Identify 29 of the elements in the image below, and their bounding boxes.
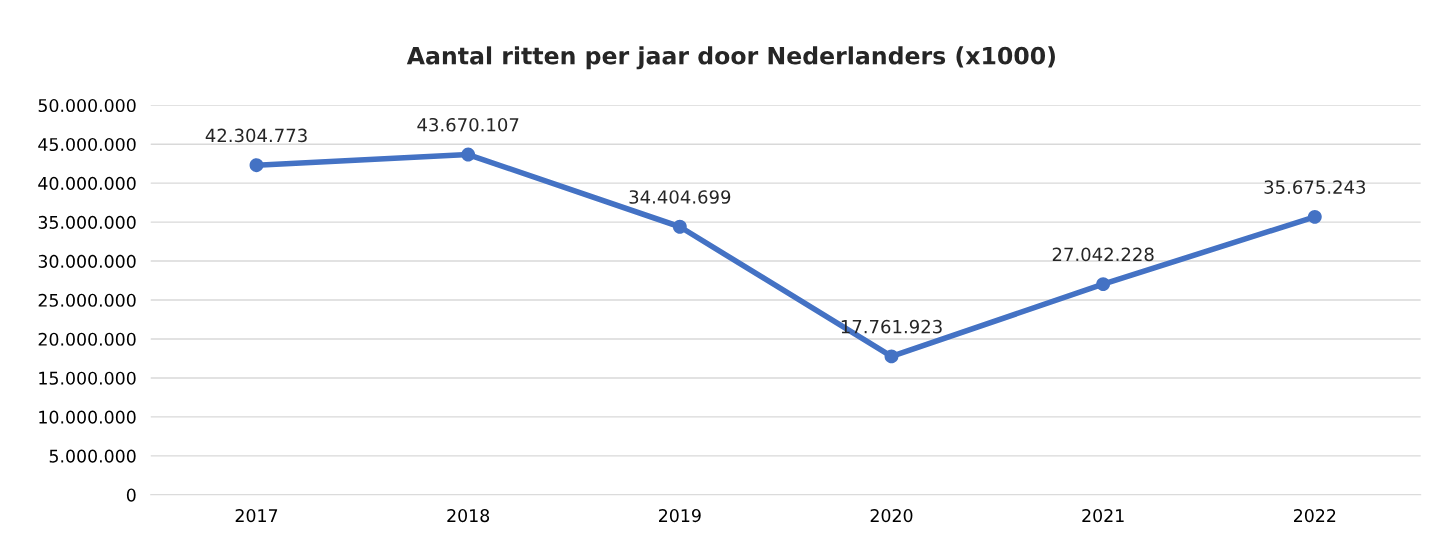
point — [1096, 277, 1111, 292]
y-tick-label: 20.000.000 — [38, 332, 136, 346]
y-tick-label: 35.000.000 — [38, 215, 136, 229]
x-tick-label: 2017 — [235, 508, 278, 523]
y-tick-label: 15.000.000 — [39, 371, 136, 385]
x-tick-label: 2018 — [447, 508, 490, 523]
data-label: 27.042.228 — [1052, 247, 1154, 262]
point — [672, 219, 687, 234]
chart-title: Aantal ritten per jaar door Nederlanders (x1000) — [406, 46, 1055, 70]
x-tick-label: 2020 — [870, 508, 913, 523]
data-label: 42.304.773 — [205, 128, 307, 143]
point — [461, 147, 476, 162]
x-tick-label: 2021 — [1082, 508, 1124, 523]
y-tick-label: 0 — [126, 488, 136, 502]
y-tick-label: 45.000.000 — [38, 137, 136, 152]
x-tick-label: 2022 — [1294, 508, 1336, 523]
point — [249, 158, 264, 173]
y-tick-label: 50.000.000 — [38, 98, 136, 113]
data-label: 43.670.107 — [417, 117, 519, 132]
y-tick-label: 25.000.000 — [38, 293, 136, 307]
data-label: 35.675.243 — [1264, 180, 1366, 194]
x-tick-label: 2019 — [659, 508, 701, 523]
y-tick-label: 40.000.000 — [38, 176, 136, 190]
y-tick-label: 10.000.000 — [39, 410, 136, 424]
point — [884, 349, 899, 364]
y-tick-label: 30.000.000 — [38, 254, 136, 268]
point — [1307, 209, 1322, 224]
y-tick-label: 5.000.000 — [49, 449, 136, 463]
data-label: 34.404.699 — [629, 190, 731, 204]
